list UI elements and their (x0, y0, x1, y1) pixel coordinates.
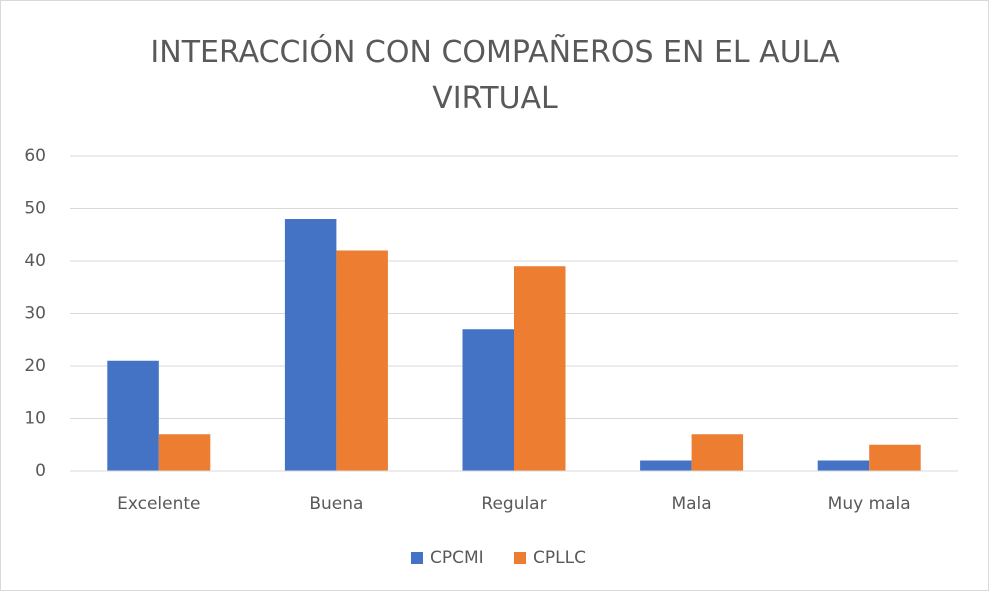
y-tick-label: 0 (35, 461, 46, 481)
bar (158, 434, 211, 471)
legend-swatch (514, 552, 526, 564)
bar (640, 460, 692, 471)
legend-swatch (411, 552, 423, 564)
bar (869, 444, 921, 471)
y-tick-label: 50 (24, 199, 46, 219)
bar (336, 250, 388, 471)
legend-label: CPLLC (533, 548, 586, 568)
x-tick-label: Buena (309, 494, 363, 514)
x-tick-label: Excelente (117, 494, 200, 514)
bar (817, 460, 870, 471)
x-tick-label: Regular (481, 494, 546, 514)
y-tick-label: 40 (24, 251, 46, 271)
x-tick-label: Muy mala (828, 494, 911, 514)
legend-label: CPCMI (430, 548, 484, 568)
chart-title: INTERACCIÓN CON COMPAÑEROS EN EL AULA VI… (150, 35, 840, 116)
y-tick-label: 20 (24, 356, 46, 376)
bar (107, 360, 159, 471)
x-tick-label: Mala (671, 494, 711, 514)
y-tick-label: 10 (24, 409, 46, 429)
bar (462, 329, 514, 471)
y-tick-label: 30 (24, 304, 46, 324)
y-tick-label: 60 (24, 146, 46, 166)
bar (514, 266, 566, 471)
bar (284, 219, 337, 471)
bar (691, 434, 744, 471)
